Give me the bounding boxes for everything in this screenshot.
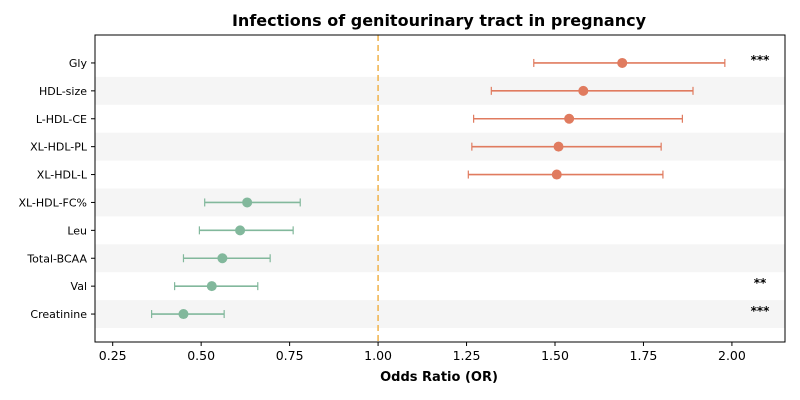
x-tick-label: 2.00 [718,348,746,363]
y-tick-label: XL-HDL-L [37,169,88,182]
forest-marks: ******** [151,53,771,320]
y-tick-label: Leu [67,224,87,237]
y-tick-label: Val [71,280,87,293]
or-point [178,309,189,320]
or-point [578,85,589,96]
significance-label: ** [754,276,767,290]
significance-label: *** [751,53,771,67]
or-point [242,197,253,208]
y-tick-label: Total-BCAA [26,252,87,265]
or-point [551,169,562,180]
x-axis-label: Odds Ratio (OR) [380,370,498,385]
plot-frame [94,34,786,343]
or-point [206,281,217,292]
x-tick-label: 0.25 [99,348,127,363]
x-tick-label: 1.25 [453,348,481,363]
row-bands [95,76,785,328]
x-tick-label: 1.50 [541,348,569,363]
y-tick-label: HDL-size [39,85,87,98]
x-tick-label: 0.50 [187,348,215,363]
or-point [564,113,575,124]
x-tick-label: 0.75 [276,348,304,363]
y-tick-label: Gly [69,57,88,70]
y-axis: Gly HDL-size L-HDL-CE XL-HDL-PL XL-HDL-L XL-H… [18,57,95,321]
or-point [553,141,564,152]
row-band [95,132,785,161]
y-tick-label: XL-HDL-PL [30,141,88,154]
y-tick-label: XL-HDL-FC% [18,196,87,209]
x-tick-label: 1.00 [364,348,392,363]
chart-title: Infections of genitourinary tract in pre… [232,11,647,30]
x-axis: 0.25 0.50 0.75 1.00 1.25 1.50 1.75 2.00 [99,342,746,363]
significance-label: *** [751,304,771,318]
row-band [95,188,785,217]
x-tick-label: 1.75 [630,348,658,363]
y-tick-label: Creatinine [30,308,87,321]
y-tick-label: L-HDL-CE [36,113,87,126]
or-point [617,57,628,68]
or-point [217,253,228,264]
or-point [235,225,246,236]
